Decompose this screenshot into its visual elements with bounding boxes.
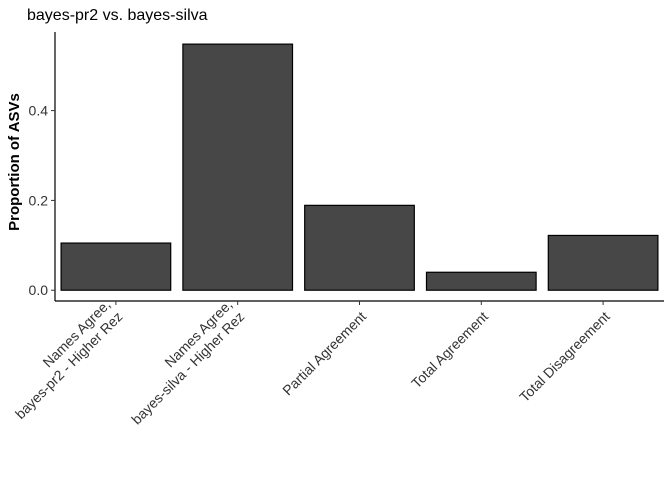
x-category-label: Total Disagreement [516, 308, 613, 405]
y-tick-label: 0.4 [29, 103, 49, 119]
bar-2 [304, 204, 415, 291]
x-category-label: Total Agreement [408, 308, 491, 391]
x-category-label: Names Agree,bayes-silva - Higher Rez [116, 296, 247, 427]
bar-3 [425, 271, 537, 291]
bar-4 [547, 234, 659, 291]
bar-0 [60, 242, 172, 291]
y-axis-label: Proportion of ASVs [6, 93, 23, 231]
y-tick-label: 0.2 [29, 192, 49, 208]
bar-1 [182, 43, 294, 291]
x-category-label: Partial Agreement [279, 308, 369, 398]
x-category-label: Names Agree,bayes-pr2 - Higher Rez [0, 296, 126, 422]
chart-title: bayes-pr2 vs. bayes-silva [27, 7, 208, 24]
y-tick-label: 0.0 [29, 282, 49, 298]
